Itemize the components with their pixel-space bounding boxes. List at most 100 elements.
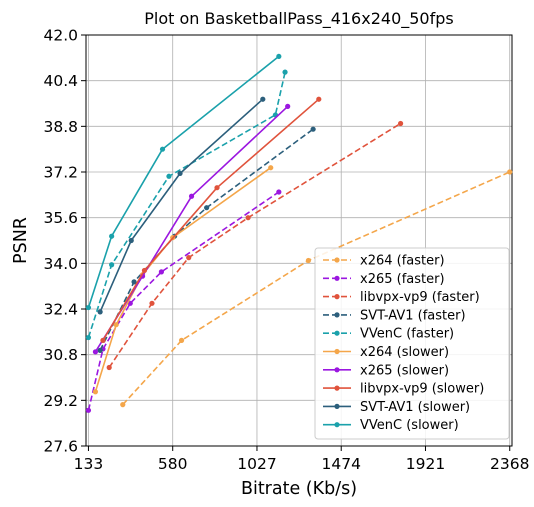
legend-label: x264 (slower) [360, 345, 449, 360]
series-line [87, 191, 280, 411]
legend-item: SVT-AV1 (faster) [323, 308, 466, 323]
data-point [177, 170, 183, 177]
y-tick-label: 40.4 [43, 72, 78, 90]
y-tick-label: 34.0 [43, 255, 78, 273]
data-point [131, 279, 137, 285]
data-point [106, 364, 112, 371]
x-tick-label: 133 [74, 455, 104, 473]
data-point [188, 193, 195, 199]
legend-label: x265 (faster) [360, 272, 445, 287]
series-2 [106, 120, 404, 371]
legend-label: SVT-AV1 (slower) [360, 400, 470, 415]
data-point [158, 269, 164, 275]
x-tick-label: 1474 [321, 455, 360, 473]
y-tick-label: 37.2 [43, 164, 78, 182]
data-point [159, 146, 166, 152]
legend-label: VVenC (slower) [360, 418, 459, 433]
legend-marker [334, 403, 340, 409]
series-line [99, 98, 264, 313]
series-1 [85, 189, 282, 413]
series-line [122, 171, 511, 406]
legend-item: x264 (slower) [323, 345, 449, 360]
data-point [305, 257, 312, 264]
data-point [109, 262, 115, 268]
x-tick-label: 2368 [490, 455, 529, 473]
legend-item: x265 (faster) [323, 272, 445, 287]
y-tick-label: 29.2 [43, 392, 78, 410]
legend-label: x265 (slower) [360, 363, 449, 378]
data-point [141, 267, 148, 274]
legend-marker [334, 294, 340, 300]
data-point [214, 185, 220, 191]
legend-marker [334, 367, 340, 373]
data-point [128, 237, 134, 244]
legend-marker [334, 330, 340, 336]
y-tick-label: 27.6 [43, 438, 78, 456]
y-tick-label: 32.4 [43, 301, 78, 319]
data-point [285, 103, 291, 109]
data-point [120, 402, 126, 408]
data-point [316, 96, 322, 102]
data-point [166, 173, 172, 179]
x-tick-label: 1921 [406, 455, 445, 473]
data-point [268, 165, 274, 171]
legend-marker [334, 257, 340, 263]
legend-box [314, 247, 510, 440]
legend-item: libvpx-vp9 (faster) [323, 290, 480, 305]
plot-frame [85, 34, 513, 447]
series-5 [92, 165, 274, 395]
data-point [397, 120, 404, 127]
legend-marker [334, 275, 340, 281]
data-point [186, 255, 192, 261]
data-point [276, 189, 282, 195]
data-point [92, 389, 99, 395]
legend-item: VVenC (faster) [323, 327, 454, 342]
data-point [85, 407, 92, 413]
data-point [97, 309, 103, 315]
legend-marker [334, 348, 340, 355]
legend-label: libvpx-vp9 (slower) [360, 382, 484, 397]
legend-marker [334, 312, 340, 318]
data-point [310, 126, 316, 132]
legend-item: x264 (faster) [323, 254, 445, 269]
legend-item: SVT-AV1 (slower) [323, 400, 470, 415]
series-line [102, 98, 320, 341]
series-0 [120, 169, 513, 408]
legend-marker [334, 422, 340, 428]
legend-label: libvpx-vp9 (faster) [360, 290, 480, 305]
y-tick-label: 38.8 [43, 118, 78, 136]
legend-label: SVT-AV1 (faster) [360, 308, 466, 323]
data-point [85, 334, 92, 341]
data-point [92, 349, 99, 355]
series-8 [97, 96, 266, 315]
data-point [245, 215, 251, 221]
legend-item: VVenC (slower) [323, 418, 459, 433]
chart-title: Plot on BasketballPass_416x240_50fps [144, 9, 453, 29]
legend-item: libvpx-vp9 (slower) [323, 382, 484, 397]
legend: x264 (faster) x265 (faster) libvpx-vp9 (fa… [314, 247, 510, 440]
y-axis-title: PSNR [11, 217, 31, 264]
y-tick-label: 30.8 [43, 346, 78, 364]
legend-label: x264 (faster) [360, 254, 445, 269]
x-axis-title: Bitrate (Kb/s) [241, 479, 357, 499]
data-point [276, 53, 282, 60]
data-point [149, 300, 155, 306]
legend-label: VVenC (faster) [360, 327, 454, 342]
data-point [85, 304, 92, 311]
data-point [204, 205, 210, 211]
series-line [94, 167, 272, 393]
legend-item: x265 (slower) [323, 363, 449, 378]
legend-marker [334, 385, 340, 391]
y-tick-label: 35.6 [43, 209, 78, 227]
x-tick-label: 580 [158, 455, 188, 473]
x-tick-label: 1027 [237, 455, 276, 473]
axis-ticks: 133 580 1027 1474 1921 2368 27.6 29.2 30.8 32.4 34… [43, 27, 529, 474]
data-point [109, 233, 115, 239]
series-line [87, 55, 280, 308]
data-point [178, 337, 185, 343]
y-tick-label: 42.0 [43, 27, 78, 45]
data-point [97, 347, 103, 353]
data-point [100, 337, 106, 343]
series-4 [85, 69, 288, 341]
